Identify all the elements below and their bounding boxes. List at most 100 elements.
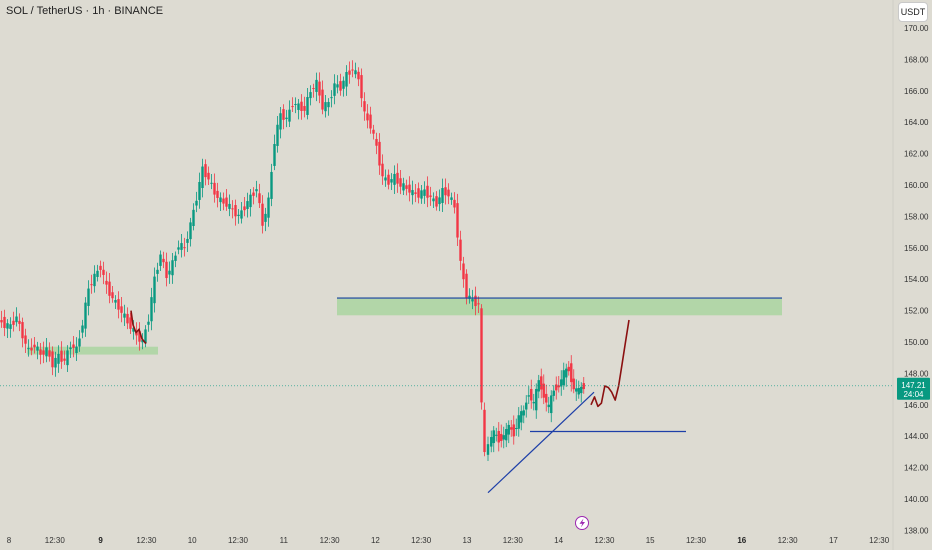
- candle-body: [153, 276, 156, 304]
- candle-body: [144, 329, 147, 344]
- candle-body: [264, 213, 267, 222]
- price-tick-label: 168.00: [904, 55, 929, 64]
- candle-body: [562, 370, 565, 386]
- candle-body: [117, 299, 120, 310]
- candle-body: [565, 368, 568, 378]
- candle-body: [348, 70, 351, 75]
- candle-body: [12, 320, 15, 325]
- price-axis[interactable]: 138.00 140.00 142.00 144.00 146.00 148.00 150.…: [904, 24, 929, 535]
- candle-body: [306, 97, 309, 115]
- candle-body: [330, 97, 333, 99]
- candle-body: [345, 71, 348, 87]
- candle-body: [363, 101, 366, 112]
- candle-body: [84, 302, 87, 329]
- lightning-icon[interactable]: [575, 516, 589, 530]
- price-badge-bg: [897, 377, 930, 400]
- candle-body: [141, 339, 144, 343]
- candle-body: [450, 197, 453, 200]
- candle-body: [24, 335, 27, 344]
- candle-body: [417, 188, 420, 198]
- candle-body: [423, 189, 426, 196]
- candle-body: [252, 192, 255, 196]
- candle-body: [575, 388, 578, 392]
- candle-body: [150, 297, 153, 322]
- candle-body: [405, 185, 408, 189]
- candle-body: [369, 114, 372, 129]
- candle-body: [497, 430, 500, 443]
- candle-body: [237, 214, 240, 216]
- symbol-title[interactable]: SOL / TetherUS · 1h · BINANCE: [6, 5, 164, 17]
- candle-body: [42, 350, 45, 355]
- time-tick-label: 9: [98, 536, 103, 545]
- candle-body: [333, 83, 336, 96]
- price-badge-value: 147.21: [901, 381, 926, 390]
- candle-body: [490, 437, 493, 447]
- candle-body: [249, 194, 252, 208]
- candle-body: [258, 193, 261, 204]
- drawing-layer: [27, 297, 782, 355]
- candle-body: [387, 174, 390, 185]
- price-tick-label: 150.00: [904, 338, 929, 347]
- candle-body: [87, 288, 90, 306]
- candle-body: [492, 430, 495, 444]
- candle-body: [483, 409, 486, 453]
- candle-body: [72, 344, 75, 348]
- time-tick-label: 12:30: [869, 536, 890, 545]
- candles-layer: [0, 60, 585, 462]
- candle-body: [390, 179, 393, 183]
- candle-body: [396, 172, 399, 184]
- candle-body: [177, 247, 180, 250]
- candle-body: [279, 113, 282, 130]
- candle-body: [294, 103, 297, 105]
- candle-body: [399, 178, 402, 187]
- candle-body: [9, 324, 12, 329]
- candle-body: [515, 427, 518, 429]
- time-axis[interactable]: 8 12:30 9 12:30 10 12:30 11 12:30 12 12:30 13 12:30…: [7, 536, 890, 545]
- candle-body: [78, 338, 81, 347]
- candle-body: [477, 303, 480, 305]
- candle-body: [300, 101, 303, 111]
- candle-body: [63, 358, 66, 361]
- candle-body: [560, 379, 563, 387]
- candle-body: [267, 197, 270, 218]
- candle-body: [327, 102, 330, 108]
- candle-body: [393, 173, 396, 185]
- price-tick-label: 144.00: [904, 432, 929, 441]
- candle-body: [120, 306, 123, 313]
- time-tick-label: 12:30: [594, 536, 615, 545]
- candle-body: [0, 320, 3, 323]
- annotation-lines: [130, 297, 782, 494]
- candle-body: [54, 357, 57, 368]
- candle-body: [27, 348, 30, 350]
- candle-body: [126, 313, 129, 324]
- time-tick-label: 12:30: [228, 536, 249, 545]
- candle-body: [500, 433, 503, 442]
- candle-body: [204, 164, 207, 178]
- candle-body: [309, 92, 312, 99]
- candle-body: [183, 247, 186, 249]
- candle-body: [351, 69, 354, 71]
- candle-body: [282, 109, 285, 120]
- candle-body: [60, 350, 63, 362]
- candle-body: [381, 163, 384, 177]
- candle-body: [255, 189, 258, 192]
- candle-body: [486, 444, 490, 455]
- candle-body: [90, 284, 93, 286]
- candle-body: [580, 386, 583, 394]
- ascending-trendline: [487, 391, 595, 494]
- currency-button[interactable]: USDT: [898, 2, 928, 22]
- candle-body: [525, 402, 528, 410]
- candle-body: [577, 387, 580, 395]
- candle-body: [3, 316, 6, 328]
- candle-body: [550, 395, 553, 414]
- candle-body: [111, 292, 114, 299]
- candle-body: [75, 346, 78, 353]
- candle-body: [51, 351, 54, 368]
- candle-body: [378, 141, 381, 166]
- time-tick-label: 16: [737, 536, 746, 545]
- candle-body: [557, 385, 560, 388]
- price-tick-label: 164.00: [904, 118, 929, 127]
- candle-body: [510, 427, 513, 430]
